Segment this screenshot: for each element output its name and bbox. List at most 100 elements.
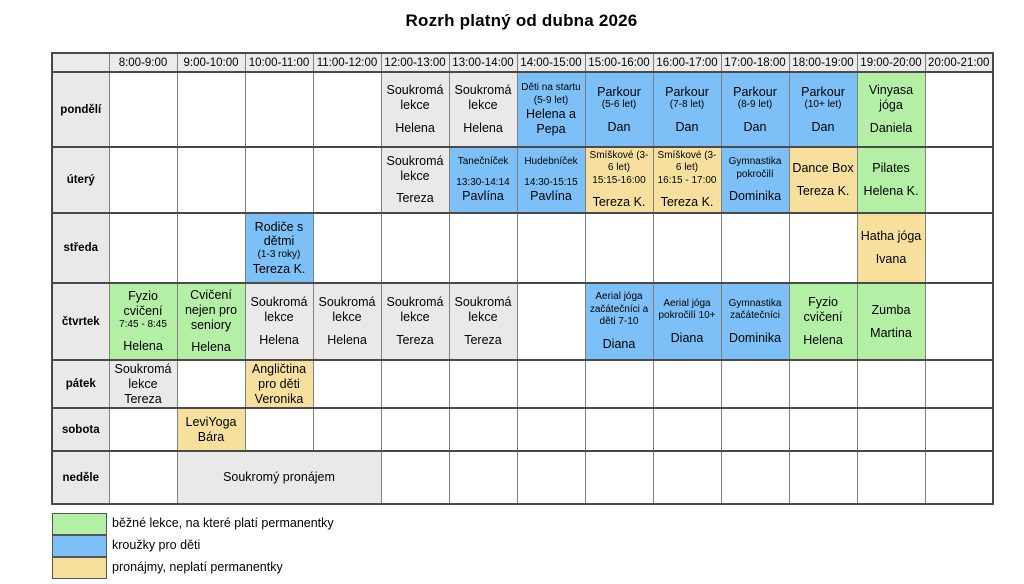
cell-spacer	[520, 169, 583, 177]
cell-text: Dan	[607, 119, 631, 134]
class-cell: Gymnastika začátečníci Dominika	[720, 282, 790, 361]
cell-text: 7:45 - 8:45	[119, 318, 167, 330]
empty-cell	[652, 212, 722, 284]
cell-text: Fyzio cvičení	[803, 295, 843, 325]
empty-cell	[584, 450, 654, 506]
cell-text: Aerial jóga začátečníci a děti 7-10	[589, 291, 649, 328]
empty-cell	[176, 71, 246, 148]
cell-spacer	[860, 244, 923, 252]
cell-text: Soukromá lekce	[318, 295, 376, 325]
cell-text: Dance Box	[792, 161, 854, 176]
empty-cell	[856, 450, 926, 506]
cell-text: (7-8 let)	[669, 99, 705, 111]
cell-spacer	[588, 112, 651, 120]
empty-cell	[584, 358, 654, 410]
empty-cell	[924, 358, 994, 410]
cell-text: Tereza	[124, 391, 162, 406]
cell-text: Bára	[197, 429, 225, 444]
day-label: pátek	[51, 358, 110, 410]
time-header: 20:00-21:00	[924, 52, 994, 73]
empty-cell	[788, 450, 858, 506]
cell-text: Soukromá lekce	[386, 295, 444, 325]
time-header: 11:00-12:00	[312, 52, 382, 73]
empty-cell	[516, 282, 586, 361]
empty-cell	[516, 450, 586, 506]
cell-text: Tereza	[464, 332, 502, 347]
cell-text: Tereza K.	[796, 184, 850, 198]
cell-text: Tereza K.	[660, 195, 714, 210]
class-cell: Parkour (8-9 let) Dan	[720, 71, 790, 148]
empty-cell	[380, 212, 450, 284]
time-header: 13:00-14:00	[448, 52, 518, 73]
cell-text: Ivana	[875, 252, 907, 266]
cell-text: Dominika	[728, 330, 782, 345]
cell-spacer	[656, 187, 719, 195]
class-cell: Aerial jóga začátečníci a děti 7-10 Diana	[584, 282, 654, 361]
cell-spacer	[452, 169, 515, 177]
empty-cell	[924, 212, 994, 284]
day-row: sobota LeviYoga Bára	[51, 407, 994, 453]
cell-text: Zumba	[871, 302, 911, 317]
legend: běžné lekce, na které platí permanentky k…	[52, 512, 334, 579]
cell-spacer	[248, 325, 311, 333]
legend-item: pronájmy, neplatí permanentky	[52, 556, 334, 579]
empty-cell	[924, 282, 994, 361]
legend-swatch-green	[52, 512, 107, 535]
class-cell: Soukromá lekce Tereza	[108, 358, 178, 410]
day-label: středa	[51, 212, 110, 284]
class-cell: Hatha jóga Ivana	[856, 212, 926, 284]
cell-text: Soukromá lekce	[114, 362, 172, 391]
schedule-table: 8:00-9:00 9:00-10:00 10:00-11:00 11:00-12:0…	[51, 52, 994, 506]
empty-cell	[788, 407, 858, 453]
cell-spacer	[384, 183, 447, 191]
cell-text: Parkour	[733, 84, 777, 99]
cell-text: Dan	[811, 119, 835, 134]
class-cell: Zumba Martina	[856, 282, 926, 361]
cell-text: Tereza	[396, 191, 434, 206]
cell-spacer	[792, 112, 855, 120]
class-cell: Hudebníček 14:30-15:15 Pavlína	[516, 146, 586, 214]
cell-text: Tereza K.	[592, 195, 646, 210]
cell-text: Soukromá lekce	[386, 153, 444, 183]
empty-cell	[108, 71, 178, 148]
legend-item: běžné lekce, na které platí permanentky	[52, 512, 334, 535]
cell-text: Soukromá lekce	[454, 295, 512, 325]
empty-cell	[720, 212, 790, 284]
empty-cell	[312, 358, 382, 410]
cell-text: Pavlína	[530, 189, 572, 204]
cell-spacer	[452, 325, 515, 333]
legend-label: běžné lekce, na které platí permanentky	[112, 516, 334, 530]
empty-cell	[176, 212, 246, 284]
cell-text: Rodiče s dětmi	[254, 219, 304, 249]
class-cell: Soukromá lekce Helena	[312, 282, 382, 361]
class-cell: Rodiče s dětmi (1-3 roky) Tereza K.	[244, 212, 314, 284]
cell-text: Tereza K.	[252, 261, 306, 276]
class-cell: Soukromá lekce Helena	[380, 71, 450, 148]
class-cell: Fyzio cvičení Helena	[788, 282, 858, 361]
cell-text: Smíškové (3-6 let)	[589, 149, 649, 174]
class-cell: Parkour (5-6 let) Dan	[584, 71, 654, 148]
empty-cell	[176, 146, 246, 214]
time-header: 12:00-13:00	[380, 52, 450, 73]
cell-text: Helena	[463, 120, 503, 135]
cell-spacer	[724, 323, 787, 331]
cell-text: Angličtina pro děti	[251, 362, 307, 391]
cell-spacer	[384, 325, 447, 333]
cell-text: Vinyasa jóga	[868, 83, 914, 113]
cell-text: Diana	[602, 336, 636, 351]
class-cell: Gymnastika pokročilí Dominika	[720, 146, 790, 214]
cell-spacer	[724, 181, 787, 189]
class-cell: Soukromá lekce Helena	[244, 282, 314, 361]
cell-text: Parkour	[801, 84, 845, 99]
empty-cell	[108, 146, 178, 214]
cell-text: Helena a Pepa	[525, 107, 577, 136]
day-label: neděle	[51, 450, 110, 506]
cell-text: Soukromá lekce	[454, 83, 512, 113]
cell-spacer	[656, 112, 719, 120]
class-cell: Soukromá lekce Tereza	[448, 282, 518, 361]
cell-spacer	[316, 325, 379, 333]
time-header: 17:00-18:00	[720, 52, 790, 73]
cell-spacer	[452, 113, 515, 121]
cell-text: Pilates	[872, 161, 910, 176]
class-cell: Parkour (7-8 let) Dan	[652, 71, 722, 148]
